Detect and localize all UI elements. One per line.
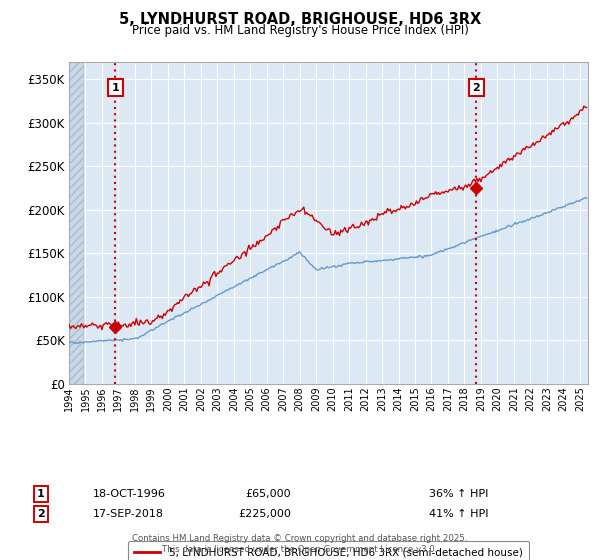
Text: Price paid vs. HM Land Registry's House Price Index (HPI): Price paid vs. HM Land Registry's House …	[131, 24, 469, 37]
Text: 2: 2	[472, 83, 480, 93]
Text: £225,000: £225,000	[238, 509, 291, 519]
Text: 1: 1	[37, 489, 44, 499]
Text: 2: 2	[37, 509, 44, 519]
Text: 17-SEP-2018: 17-SEP-2018	[93, 509, 164, 519]
Text: 18-OCT-1996: 18-OCT-1996	[93, 489, 166, 499]
Text: 5, LYNDHURST ROAD, BRIGHOUSE, HD6 3RX: 5, LYNDHURST ROAD, BRIGHOUSE, HD6 3RX	[119, 12, 481, 27]
Bar	[69, 62, 83, 384]
Text: 36% ↑ HPI: 36% ↑ HPI	[429, 489, 488, 499]
Text: 41% ↑ HPI: 41% ↑ HPI	[429, 509, 488, 519]
Text: 1: 1	[111, 83, 119, 93]
Legend: 5, LYNDHURST ROAD, BRIGHOUSE, HD6 3RX (semi-detached house), HPI: Average price,: 5, LYNDHURST ROAD, BRIGHOUSE, HD6 3RX (s…	[128, 542, 529, 560]
Text: Contains HM Land Registry data © Crown copyright and database right 2025.: Contains HM Land Registry data © Crown c…	[132, 534, 468, 543]
Text: £65,000: £65,000	[245, 489, 291, 499]
Text: This data is licensed under the Open Government Licence v3.0.: This data is licensed under the Open Gov…	[163, 545, 437, 554]
